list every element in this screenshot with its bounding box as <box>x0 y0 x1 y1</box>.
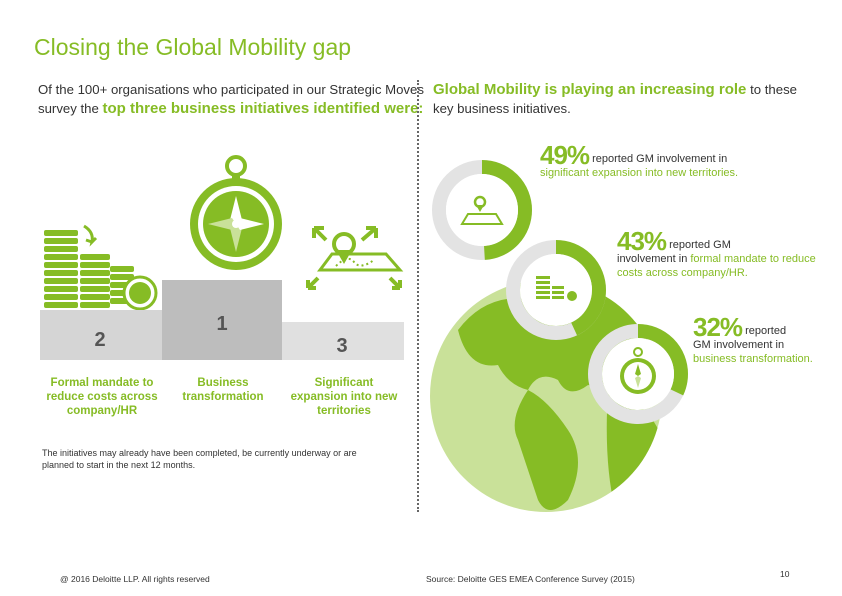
stat-43-text: reported GM <box>669 239 731 251</box>
right-intro-line2: key business initiatives. <box>433 101 571 116</box>
right-intro-plain: to these <box>746 82 797 97</box>
stat-43-percent: 43% <box>617 226 667 256</box>
stat-32-text: reported <box>745 325 787 337</box>
podium-second-number: 2 <box>94 329 105 351</box>
left-intro-highlight: top three business initiatives identifie… <box>102 100 424 117</box>
donut-ring-32 <box>588 324 688 424</box>
donut-ring-49 <box>432 160 532 260</box>
podium-third <box>282 322 404 360</box>
podium-illustration: 2 1 3 <box>40 155 404 360</box>
coin-stack-icon-small <box>536 276 577 301</box>
podium-third-number: 3 <box>336 335 347 357</box>
stats-illustration <box>430 160 688 512</box>
stat-49-percent: 49% <box>540 140 590 170</box>
compass-icon-small <box>620 347 656 394</box>
right-intro-line1: Global Mobility is playing an increasing… <box>433 80 797 99</box>
stat-32-percent: 32% <box>693 312 743 342</box>
left-intro-line1: Of the 100+ organisations who participat… <box>38 82 424 97</box>
donut-ring-43 <box>506 240 606 340</box>
podium-first <box>162 280 282 360</box>
stat-43-text2: involvement in <box>617 253 691 265</box>
initiative-label-cost: Formal mandate to reduce costs across co… <box>46 377 158 417</box>
stat-49: 49% reported GM involvement in significa… <box>540 142 790 180</box>
stat-32-text2: GM involvement in <box>693 339 785 351</box>
footer-source: Source: Deloitte GES EMEA Conference Sur… <box>426 574 635 584</box>
podium-second <box>40 310 162 360</box>
stat-32-highlight: business transformation. <box>693 353 813 365</box>
coin-icon <box>122 275 158 311</box>
coin-stack-icon <box>44 224 134 308</box>
map-pin-icon <box>306 226 404 290</box>
left-intro: Of the 100+ organisations who participat… <box>38 80 424 118</box>
stat-32: 32% reported GM involvement in business … <box>693 314 813 366</box>
initiatives-note: The initiatives may already have been co… <box>42 448 357 470</box>
stat-49-highlight: significant expansion into new territori… <box>540 167 739 179</box>
compass-icon <box>190 155 282 270</box>
left-intro-plain: survey the <box>38 101 103 116</box>
right-intro-highlight: Global Mobility is playing an increasing… <box>433 81 747 98</box>
page-title: Closing the Global Mobility gap <box>34 34 352 60</box>
stat-43: 43% reported GM involvement in formal ma… <box>617 228 817 280</box>
right-intro: Global Mobility is playing an increasing… <box>433 80 797 118</box>
initiative-label-expansion: Significant expansion into new territori… <box>290 377 398 417</box>
page-number: 10 <box>780 569 790 579</box>
footer-copyright: @ 2016 Deloitte LLP. All rights reserved <box>60 574 210 584</box>
map-pin-icon-small <box>460 195 504 225</box>
initiative-label-transformation: Business transformation <box>182 377 264 403</box>
stat-43-highlight: formal mandate to reduce costs across co… <box>617 253 816 279</box>
podium-first-number: 1 <box>216 313 227 335</box>
stat-49-text: reported GM involvement in <box>592 153 728 165</box>
left-intro-line2: survey the top three business initiative… <box>38 99 424 118</box>
dotted-divider <box>417 80 419 512</box>
